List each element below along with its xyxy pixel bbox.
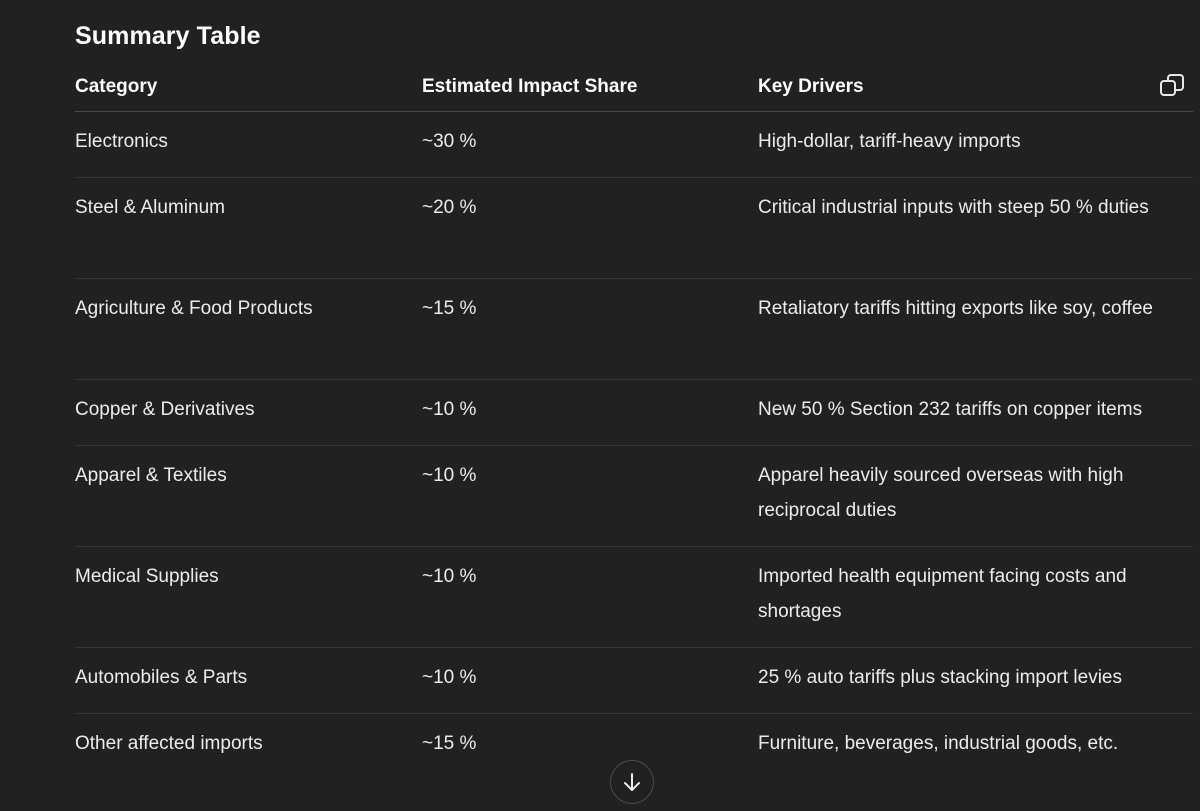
cell-category: Medical Supplies [75,566,219,587]
cell-drivers: New 50 % Section 232 tariffs on copper i… [758,399,1143,420]
cell-drivers: Apparel heavily sourced overseas with hi… [758,465,1124,521]
table-row: Apparel & Textiles ~10 % Apparel heavily… [75,446,1193,547]
cell-share: ~10 % [422,667,477,688]
copy-table-button[interactable] [1159,73,1185,99]
cell-drivers: High-dollar, tariff-heavy imports [758,131,1021,152]
cell-category: Automobiles & Parts [75,667,248,688]
table-header-row: Category Estimated Impact Share Key Driv… [75,66,1193,112]
cell-drivers: Furniture, beverages, industrial goods, … [758,733,1119,754]
cell-category: Copper & Derivatives [75,399,255,420]
column-header-key-drivers: Key Drivers [758,76,864,97]
section-heading: Summary Table [75,22,261,50]
cell-drivers: 25 % auto tariffs plus stacking import l… [758,667,1122,688]
cell-drivers: Retaliatory tariffs hitting exports like… [758,298,1153,319]
column-header-category: Category [75,76,158,97]
cell-share: ~20 % [422,197,477,218]
cell-drivers: Critical industrial inputs with steep 50… [758,197,1149,218]
table-row: Steel & Aluminum ~20 % Critical industri… [75,178,1193,279]
copy-icon [1160,74,1184,96]
cell-share: ~10 % [422,465,477,486]
cell-drivers: Imported health equipment facing costs a… [758,566,1127,622]
cell-share: ~15 % [422,733,477,754]
cell-category: Agriculture & Food Products [75,298,313,319]
cell-category: Apparel & Textiles [75,465,227,486]
column-header-impact-share: Estimated Impact Share [422,76,638,97]
cell-share: ~15 % [422,298,477,319]
scroll-to-bottom-button[interactable] [610,760,654,804]
table-row: Copper & Derivatives ~10 % New 50 % Sect… [75,380,1193,446]
cell-share: ~10 % [422,566,477,587]
table-row: Agriculture & Food Products ~15 % Retali… [75,279,1193,380]
table-row: Electronics ~30 % High-dollar, tariff-he… [75,112,1193,178]
cell-category: Steel & Aluminum [75,197,225,218]
table-row: Automobiles & Parts ~10 % 25 % auto tari… [75,648,1193,714]
cell-share: ~30 % [422,131,477,152]
cell-category: Other affected imports [75,733,263,754]
arrow-down-icon [624,773,640,791]
table-row: Other affected imports ~15 % Furniture, … [75,714,1193,779]
table-row: Medical Supplies ~10 % Imported health e… [75,547,1193,648]
summary-table: Category Estimated Impact Share Key Driv… [75,66,1193,779]
cell-share: ~10 % [422,399,477,420]
cell-category: Electronics [75,131,168,152]
